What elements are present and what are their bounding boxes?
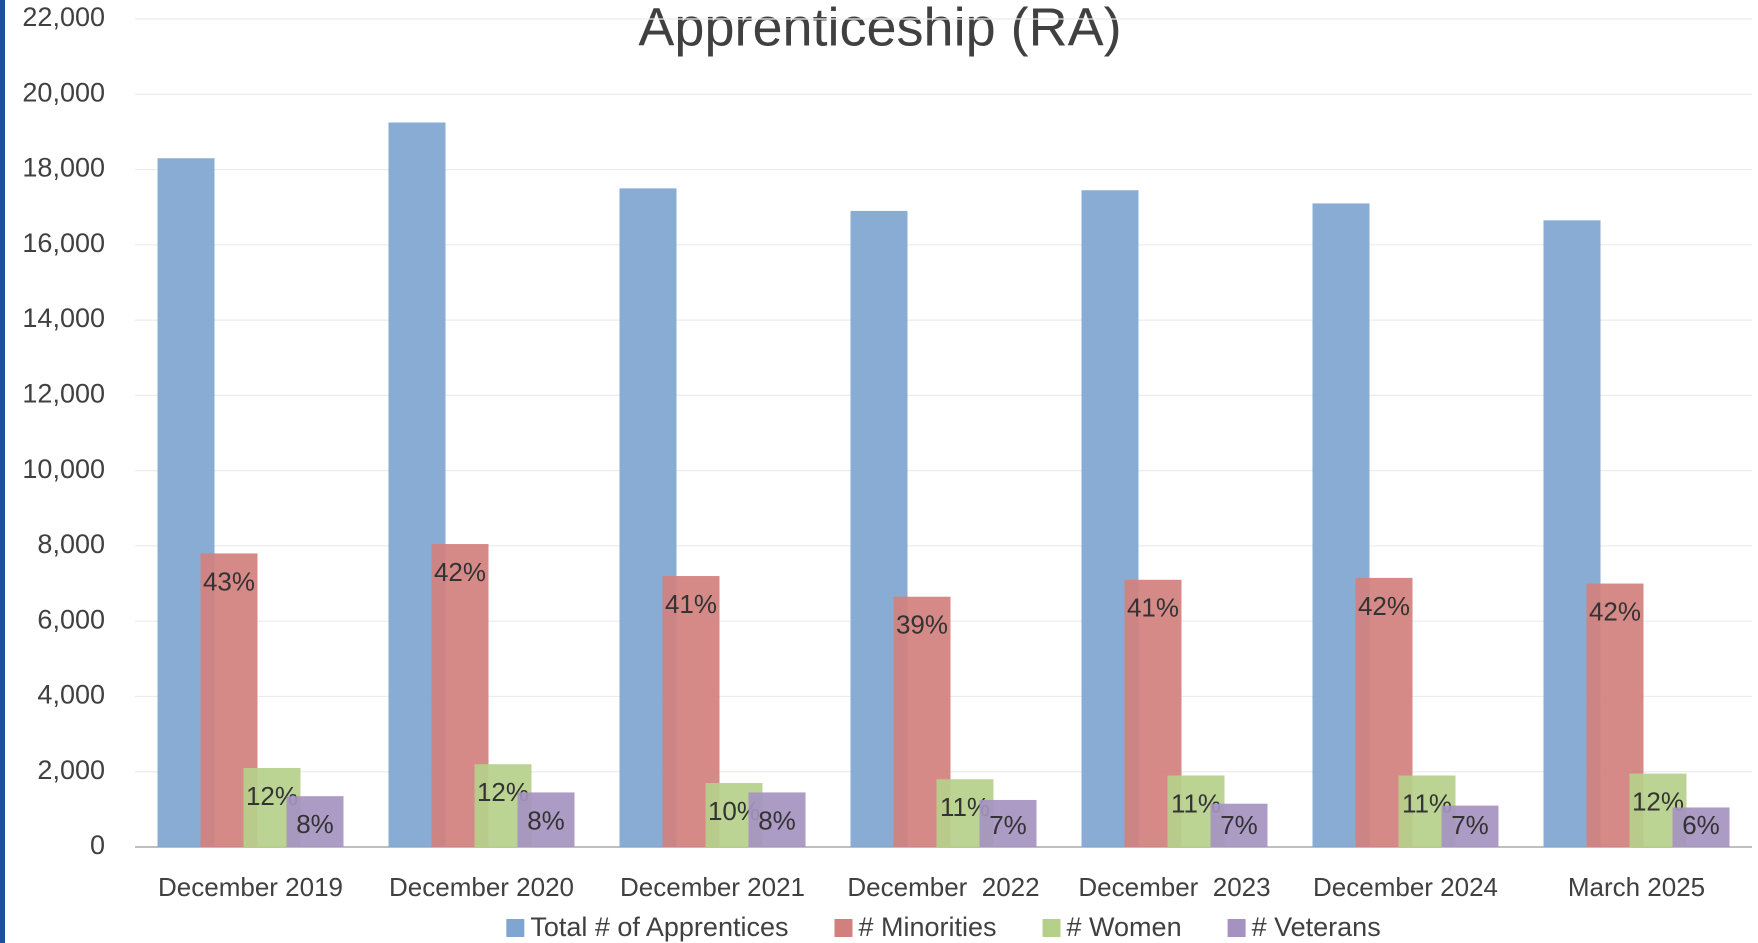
bar <box>1210 803 1268 847</box>
x-tick-label: December 2023 <box>1078 872 1270 902</box>
bar <box>286 796 344 847</box>
data-label: 8% <box>296 809 334 839</box>
legend: Total # of Apprentices # Minorities # Wome… <box>506 912 1381 942</box>
data-label: 6% <box>1682 810 1720 840</box>
y-tick-label: 14,000 <box>22 303 105 333</box>
data-label: 42% <box>434 557 486 587</box>
y-tick-label: 10,000 <box>22 454 105 484</box>
y-tick-label: 6,000 <box>37 604 105 634</box>
x-tick-label: December 2019 <box>158 872 343 902</box>
bar <box>748 792 806 847</box>
legend-swatch <box>1227 919 1246 937</box>
data-label: 7% <box>1220 810 1258 840</box>
x-tick-label: December 2024 <box>1313 872 1498 902</box>
data-label: 43% <box>203 566 255 596</box>
y-tick-label: 8,000 <box>37 529 105 559</box>
x-tick-label: December 2020 <box>389 872 574 902</box>
data-label: 8% <box>527 805 565 835</box>
y-tick-label: 0 <box>90 830 105 860</box>
y-tick-label: 2,000 <box>37 755 105 785</box>
data-label: 42% <box>1358 591 1410 621</box>
data-label: 42% <box>1589 596 1641 626</box>
legend-label: # Women <box>1067 912 1182 942</box>
y-tick-label: 18,000 <box>22 153 105 183</box>
data-label: 41% <box>1127 593 1179 623</box>
data-label: 39% <box>896 610 948 640</box>
edge-stripe <box>0 0 5 943</box>
bar <box>1672 807 1730 847</box>
data-label: 41% <box>665 589 717 619</box>
bar <box>517 792 575 847</box>
y-tick-label: 22,000 <box>22 2 105 32</box>
bar <box>1441 805 1499 847</box>
legend-swatch <box>506 919 525 937</box>
data-label: 7% <box>989 810 1027 840</box>
x-tick-label: December 2021 <box>620 872 805 902</box>
data-label: 8% <box>758 805 796 835</box>
x-tick-label: March 2025 <box>1568 872 1705 902</box>
legend-swatch <box>834 919 853 937</box>
y-tick-label: 4,000 <box>37 680 105 710</box>
y-tick-label: 20,000 <box>22 77 105 107</box>
y-tick-label: 12,000 <box>22 378 105 408</box>
chart-title: Apprenticeship (RA) <box>638 0 1121 57</box>
legend-label: # Minorities <box>858 912 996 942</box>
data-label: 7% <box>1451 810 1489 840</box>
bar <box>979 799 1037 847</box>
y-tick-label: 16,000 <box>22 228 105 258</box>
legend-swatch <box>1042 919 1061 937</box>
legend-label: Total # of Apprentices <box>530 912 788 942</box>
x-tick-label: December 2022 <box>847 872 1039 902</box>
legend-label: # Veterans <box>1252 912 1381 942</box>
